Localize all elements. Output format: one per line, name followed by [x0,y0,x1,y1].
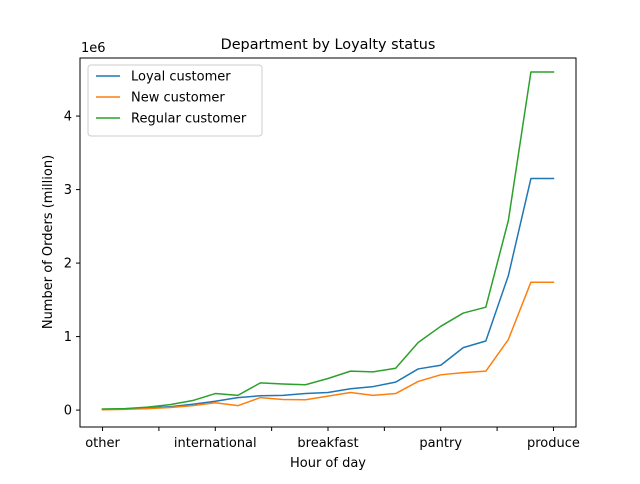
legend: Loyal customer New customer Regular custom… [87,64,263,137]
series-line-0 [101,177,555,411]
y-axis-label: Number of Orders (million) [41,155,56,329]
legend-box [87,64,263,137]
x-tick-label: international [174,436,257,451]
x-tick-label: pantry [419,436,462,451]
y-tick-label: 3 [64,183,72,198]
x-tick-label: breakfast [297,436,358,451]
x-axis: other international breakfast pantry produce [85,427,580,451]
legend-label-1: New customer [131,91,225,106]
y-tick-label: 0 [64,404,72,419]
y-tick-label: 4 [64,110,72,125]
series-line-1 [101,281,555,411]
chart-title: Department by Loyalty status [221,37,436,53]
series-line-2 [101,71,555,410]
y-tick-label: 1 [64,330,72,345]
legend-label-2: Regular customer [131,112,247,127]
y-axis: 0 1 2 3 4 [64,110,80,419]
y-tick-label: 2 [64,257,72,272]
series-layer [101,71,555,411]
legend-label-0: Loyal customer [131,70,231,85]
x-axis-label: Hour of day [290,456,366,471]
y-offset-text: 1e6 [81,41,106,56]
x-tick-label: other [85,436,120,451]
x-tick-label: produce [527,436,580,451]
